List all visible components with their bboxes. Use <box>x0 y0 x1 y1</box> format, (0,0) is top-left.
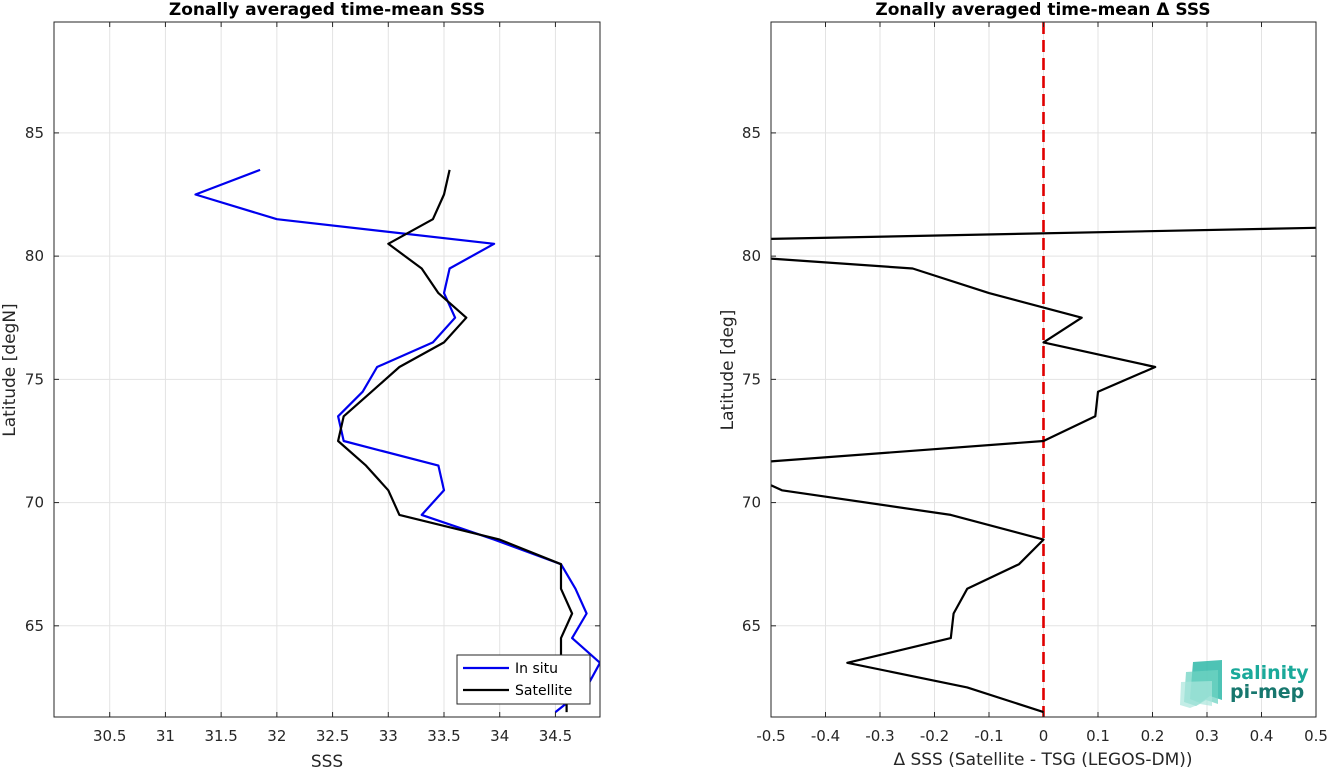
right-y-tick-label: 65 <box>742 617 761 635</box>
left-x-axis-label: SSS <box>311 752 343 769</box>
left-chart-title: Zonally averaged time-mean SSS <box>169 0 485 20</box>
right-x-tick-label: -0.4 <box>811 727 840 745</box>
right-series-line-segment-0 <box>771 484 1045 714</box>
legend: In situ Satellite <box>456 654 591 705</box>
logo-text-pi-mep: pi-mep <box>1230 681 1304 703</box>
right-x-tick-label: 0 <box>1039 727 1049 745</box>
right-y-tick-label: 85 <box>742 124 761 142</box>
right-x-tick-label: -0.5 <box>756 727 785 745</box>
left-x-tick-label: 31.5 <box>204 727 237 745</box>
right-y-tick-label: 75 <box>742 370 761 388</box>
left-series-line-satellite <box>337 169 574 713</box>
right-y-tick-label: 80 <box>742 247 761 265</box>
right-x-tick-label: 0.4 <box>1250 727 1274 745</box>
right-x-tick-label: -0.2 <box>920 727 949 745</box>
right-x-tick-label: -0.1 <box>974 727 1003 745</box>
left-y-tick-label: 75 <box>25 370 44 388</box>
left-x-tick-label: 32 <box>267 727 286 745</box>
left-ticks: 30.5 31 31.5 32 32.5 33 33.5 34 34.5 65 70 75 80 85 <box>25 22 600 745</box>
logo-text-salinity: salinity <box>1230 662 1309 684</box>
left-series-line-in-situ <box>194 168 600 713</box>
right-x-tick-label: -0.3 <box>865 727 894 745</box>
right-x-tick-label: 0.5 <box>1304 727 1328 745</box>
left-x-tick-label: 33.5 <box>427 727 460 745</box>
left-plot-area <box>54 22 600 717</box>
left-axes-box <box>53 21 601 718</box>
left-x-tick-label: 32.5 <box>316 727 349 745</box>
right-y-axis-label: Latitude [deg] <box>718 310 738 431</box>
logo-wave-icon <box>1180 660 1222 708</box>
right-ticks: -0.5 -0.4 -0.3 -0.2 -0.1 0 0.1 0.2 0.3 0.4 0.5 65 70… <box>742 22 1328 745</box>
right-x-axis-label: Δ SSS (Satellite - TSG (LEGOS-DM)) <box>893 750 1192 769</box>
left-gridlines <box>54 22 600 717</box>
right-chart: -0.5 -0.4 -0.3 -0.2 -0.1 0 0.1 0.2 0.3 0.4 0.5 65 70… <box>718 0 1328 769</box>
left-y-tick-label: 65 <box>25 617 44 635</box>
left-y-tick-label: 80 <box>25 247 44 265</box>
right-y-tick-label: 70 <box>742 494 761 512</box>
left-x-tick-label: 34.5 <box>539 727 572 745</box>
left-y-axis-label: Latitude [degN] <box>0 303 20 436</box>
left-y-tick-label: 85 <box>25 124 44 142</box>
salinity-pi-mep-logo: salinity pi-mep <box>1180 660 1309 708</box>
left-y-tick-label: 70 <box>25 494 44 512</box>
right-x-tick-label: 0.2 <box>1141 727 1165 745</box>
legend-box <box>456 654 591 705</box>
right-series-line-segment-1 <box>771 257 1157 463</box>
left-x-tick-label: 33 <box>379 727 398 745</box>
left-x-tick-label: 34 <box>490 727 509 745</box>
right-x-tick-label: 0.3 <box>1195 727 1219 745</box>
left-x-tick-label: 30.5 <box>93 727 126 745</box>
right-series-lines <box>771 22 1316 717</box>
right-series-line-segment-2 <box>771 226 1316 240</box>
legend-label-in-situ: In situ <box>515 661 558 677</box>
left-series-lines <box>194 168 600 713</box>
left-chart: 30.5 31 31.5 32 32.5 33 33.5 34 34.5 65 70 75 80 85 Z… <box>0 0 601 769</box>
left-x-tick-label: 31 <box>156 727 175 745</box>
right-x-tick-label: 0.1 <box>1086 727 1110 745</box>
legend-label-satellite: Satellite <box>515 683 572 699</box>
right-chart-title: Zonally averaged time-mean Δ SSS <box>875 0 1210 20</box>
